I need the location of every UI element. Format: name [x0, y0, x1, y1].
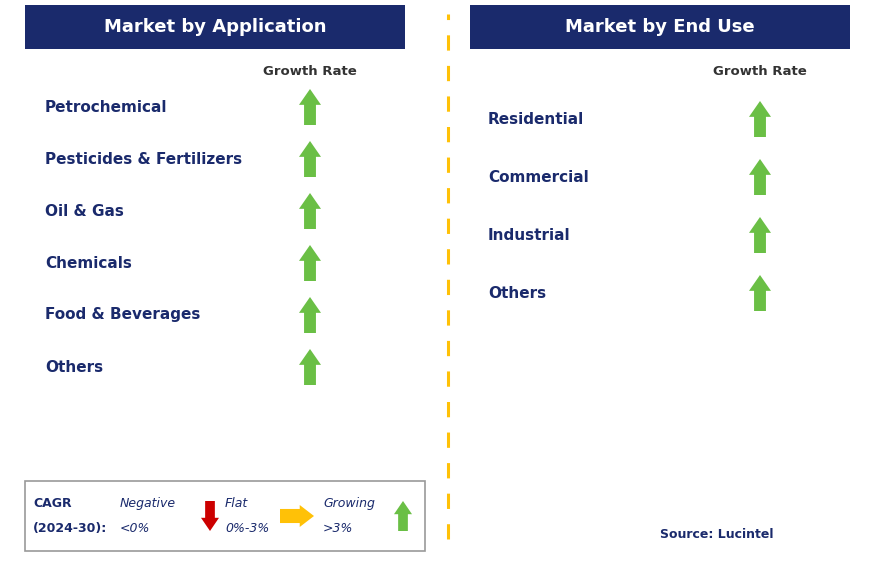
Polygon shape	[299, 89, 321, 125]
Text: Negative: Negative	[120, 497, 176, 510]
Polygon shape	[299, 193, 321, 229]
Text: Market by End Use: Market by End Use	[565, 18, 755, 36]
Text: Residential: Residential	[488, 112, 584, 126]
Text: Oil & Gas: Oil & Gas	[45, 204, 124, 218]
Text: Petrochemical: Petrochemical	[45, 100, 168, 114]
FancyBboxPatch shape	[470, 5, 850, 49]
Text: Market by Application: Market by Application	[104, 18, 326, 36]
Polygon shape	[299, 245, 321, 281]
Text: Industrial: Industrial	[488, 228, 571, 242]
Text: Growth Rate: Growth Rate	[263, 64, 357, 77]
Text: Others: Others	[45, 360, 103, 374]
FancyBboxPatch shape	[25, 481, 425, 551]
Text: Flat: Flat	[225, 497, 248, 510]
Text: CAGR: CAGR	[33, 497, 71, 510]
Text: <0%: <0%	[120, 522, 150, 535]
Text: Food & Beverages: Food & Beverages	[45, 307, 200, 323]
Polygon shape	[299, 141, 321, 177]
Polygon shape	[299, 349, 321, 385]
Polygon shape	[394, 501, 412, 531]
Text: >3%: >3%	[323, 522, 354, 535]
Text: Others: Others	[488, 286, 547, 300]
Text: Growing: Growing	[323, 497, 375, 510]
Polygon shape	[749, 159, 771, 195]
Text: Growth Rate: Growth Rate	[714, 64, 807, 77]
Text: Source: Lucintel: Source: Lucintel	[660, 527, 773, 541]
Polygon shape	[749, 275, 771, 311]
Polygon shape	[201, 501, 219, 531]
Polygon shape	[280, 505, 314, 527]
Polygon shape	[749, 217, 771, 253]
Text: Commercial: Commercial	[488, 170, 588, 184]
Polygon shape	[749, 101, 771, 137]
Text: Chemicals: Chemicals	[45, 255, 132, 270]
Text: (2024-30):: (2024-30):	[33, 522, 107, 535]
Text: Pesticides & Fertilizers: Pesticides & Fertilizers	[45, 151, 242, 167]
Text: 0%-3%: 0%-3%	[225, 522, 270, 535]
Polygon shape	[299, 297, 321, 333]
FancyBboxPatch shape	[25, 5, 405, 49]
